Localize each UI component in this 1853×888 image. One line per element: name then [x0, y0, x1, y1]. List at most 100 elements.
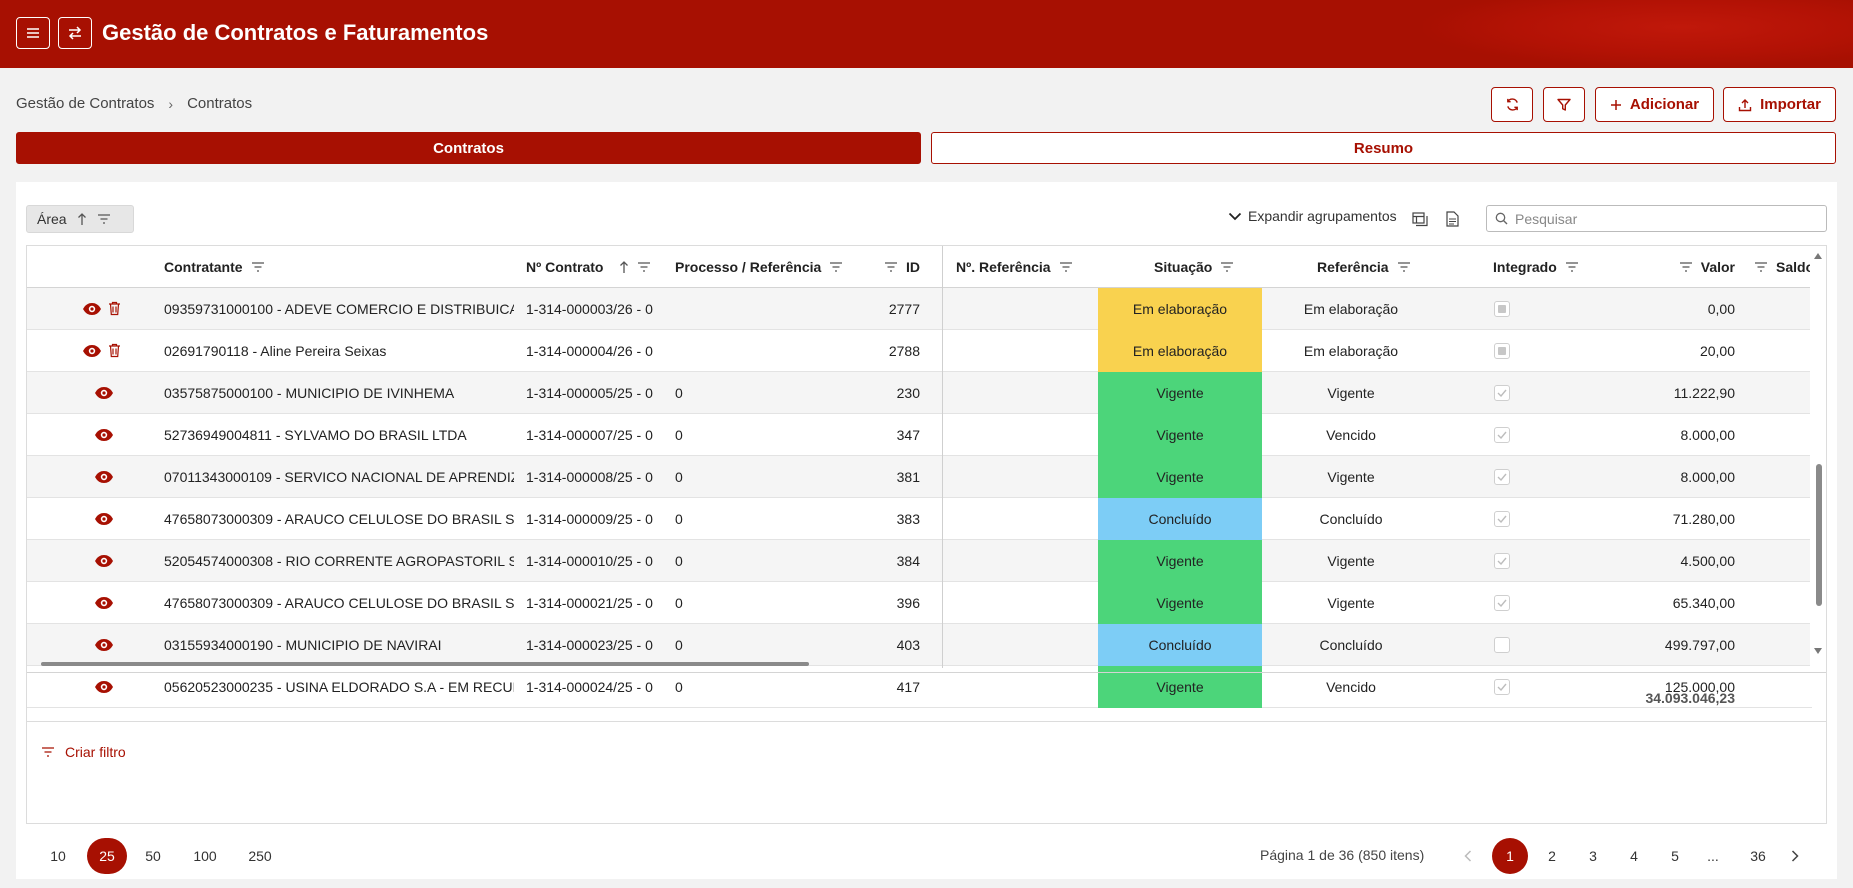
integrado-checkbox[interactable] [1494, 552, 1510, 569]
page-size-10[interactable]: 10 [50, 848, 66, 864]
filter-lines-icon[interactable] [1397, 262, 1411, 272]
sort-ascending-icon[interactable] [77, 212, 87, 226]
col-header-nreferencia[interactable]: Nº. Referência [956, 246, 1073, 288]
scroll-down-icon[interactable] [1813, 647, 1823, 655]
import-button[interactable]: Importar [1723, 87, 1836, 122]
table-row[interactable]: 07011343000109 - SERVICO NACIONAL DE APR… [27, 456, 1812, 498]
grid-header: Contratante Nº Contrato Processo / Refer… [27, 246, 1826, 288]
eye-icon[interactable] [94, 680, 114, 694]
eye-icon[interactable] [94, 554, 114, 568]
col-header-referencia[interactable]: Referência [1317, 246, 1411, 288]
table-row[interactable]: 52736949004811 - SYLVAMO DO BRASIL LTDA 1… [27, 414, 1812, 456]
search-input[interactable] [1515, 210, 1815, 227]
table-row[interactable]: 05620523000235 - USINA ELDORADO S.A - EM… [27, 666, 1812, 708]
trash-icon[interactable] [108, 343, 121, 358]
table-row[interactable]: 02691790118 - Aline Pereira Seixas 1-314-… [27, 330, 1812, 372]
filter-lines-icon[interactable] [1565, 262, 1579, 272]
table-row[interactable]: 03155934000190 - MUNICIPIO DE NAVIRAI 1-3… [27, 624, 1812, 666]
filter-lines-icon[interactable] [1679, 262, 1693, 272]
filter-lines-icon[interactable] [884, 262, 898, 272]
export-button[interactable] [1443, 210, 1461, 228]
switch-button[interactable] [58, 17, 92, 49]
cell-contratante: 07011343000109 - SERVICO NACIONAL DE APR… [164, 468, 514, 485]
page-1[interactable]: 1 [1492, 838, 1528, 874]
page-size-250[interactable]: 250 [248, 848, 272, 864]
integrado-checkbox[interactable] [1494, 384, 1510, 401]
page-size-50[interactable]: 50 [145, 848, 161, 864]
column-chooser-button[interactable] [1411, 210, 1429, 228]
menu-button[interactable] [16, 17, 50, 49]
eye-icon[interactable] [94, 512, 114, 526]
page-size-25[interactable]: 25 [87, 838, 127, 874]
integrado-checkbox[interactable] [1494, 636, 1510, 653]
eye-icon[interactable] [94, 386, 114, 400]
tab-resumo[interactable]: Resumo [931, 132, 1836, 164]
integrado-checkbox[interactable] [1494, 510, 1510, 527]
eye-icon[interactable] [82, 302, 102, 316]
filter-lines-icon[interactable] [1220, 262, 1234, 272]
vertical-scroll-thumb[interactable] [1816, 464, 1822, 606]
filter-lines-icon[interactable] [637, 262, 651, 272]
filter-lines-icon[interactable] [829, 262, 843, 272]
eye-icon[interactable] [94, 638, 114, 652]
col-header-label: Nº. Referência [956, 259, 1051, 275]
col-header-id[interactable]: ID [872, 246, 920, 288]
page-4[interactable]: 4 [1630, 848, 1638, 864]
table-row[interactable]: 47658073000309 - ARAUCO CELULOSE DO BRAS… [27, 498, 1812, 540]
cell-id: 347 [896, 426, 920, 443]
integrado-checkbox[interactable] [1494, 678, 1510, 695]
table-row[interactable]: 52054574000308 - RIO CORRENTE AGROPASTOR… [27, 540, 1812, 582]
trash-icon[interactable] [108, 301, 121, 316]
table-row[interactable]: 47658073000309 - ARAUCO CELULOSE DO BRAS… [27, 582, 1812, 624]
cell-contrato: 1-314-000004/26 - 0 [526, 342, 653, 359]
group-chip-area[interactable]: Área [26, 205, 134, 233]
filter-lines-icon[interactable] [1754, 262, 1768, 272]
vertical-scrollbar[interactable] [1810, 246, 1826, 668]
table-row[interactable]: 03575875000100 - MUNICIPIO DE IVINHEMA 1-… [27, 372, 1812, 414]
cell-nreferencia [956, 582, 1086, 623]
page-2[interactable]: 2 [1548, 848, 1556, 864]
col-header-processo[interactable]: Processo / Referência [675, 246, 843, 288]
breadcrumb-parent[interactable]: Gestão de Contratos [16, 95, 155, 112]
filter-lines-icon[interactable] [251, 262, 265, 272]
cell-valor: 8.000,00 [1680, 426, 1736, 443]
integrado-checkbox[interactable] [1494, 426, 1510, 443]
col-header-integrado[interactable]: Integrado [1493, 246, 1579, 288]
next-page-button[interactable] [1785, 839, 1805, 873]
search-box[interactable] [1486, 205, 1827, 232]
col-header-contratante[interactable]: Contratante [164, 246, 265, 288]
col-header-valor[interactable]: Valor [1637, 246, 1735, 288]
expand-groups-button[interactable]: Expandir agrupamentos [1228, 208, 1397, 224]
filter-button[interactable] [1543, 87, 1585, 122]
integrado-checkbox[interactable] [1494, 342, 1510, 359]
page-3[interactable]: 3 [1589, 848, 1597, 864]
page-size-100[interactable]: 100 [193, 848, 217, 864]
table-row[interactable]: 09359731000100 - ADEVE COMERCIO E DISTRI… [27, 288, 1812, 330]
col-header-situacao[interactable]: Situação [1154, 246, 1234, 288]
scroll-up-icon[interactable] [1813, 252, 1823, 260]
filter-lines-icon[interactable] [1059, 262, 1073, 272]
add-button[interactable]: Adicionar [1595, 87, 1714, 122]
refresh-button[interactable] [1491, 87, 1533, 122]
integrado-checkbox[interactable] [1494, 468, 1510, 485]
horizontal-scroll-thumb[interactable] [41, 662, 809, 666]
eye-icon[interactable] [82, 344, 102, 358]
status-badge: Concluído [1098, 624, 1262, 666]
integrado-checkbox[interactable] [1494, 300, 1510, 317]
eye-icon[interactable] [94, 428, 114, 442]
col-header-label: Processo / Referência [675, 259, 822, 275]
eye-icon[interactable] [94, 470, 114, 484]
breadcrumb-separator: › [168, 95, 174, 112]
page-last[interactable]: 36 [1750, 848, 1766, 864]
create-filter-button[interactable]: Criar filtro [41, 744, 126, 760]
eye-icon[interactable] [94, 596, 114, 610]
filter-lines-icon[interactable] [97, 214, 111, 224]
cell-valor: 8.000,00 [1680, 468, 1736, 485]
page-5[interactable]: 5 [1671, 848, 1679, 864]
row-actions [82, 330, 142, 371]
tab-contratos[interactable]: Contratos [16, 132, 921, 164]
cell-contrato: 1-314-000009/25 - 0 [526, 510, 653, 527]
prev-page-button[interactable] [1458, 839, 1478, 873]
col-header-contrato[interactable]: Nº Contrato [526, 246, 651, 288]
integrado-checkbox[interactable] [1494, 594, 1510, 611]
